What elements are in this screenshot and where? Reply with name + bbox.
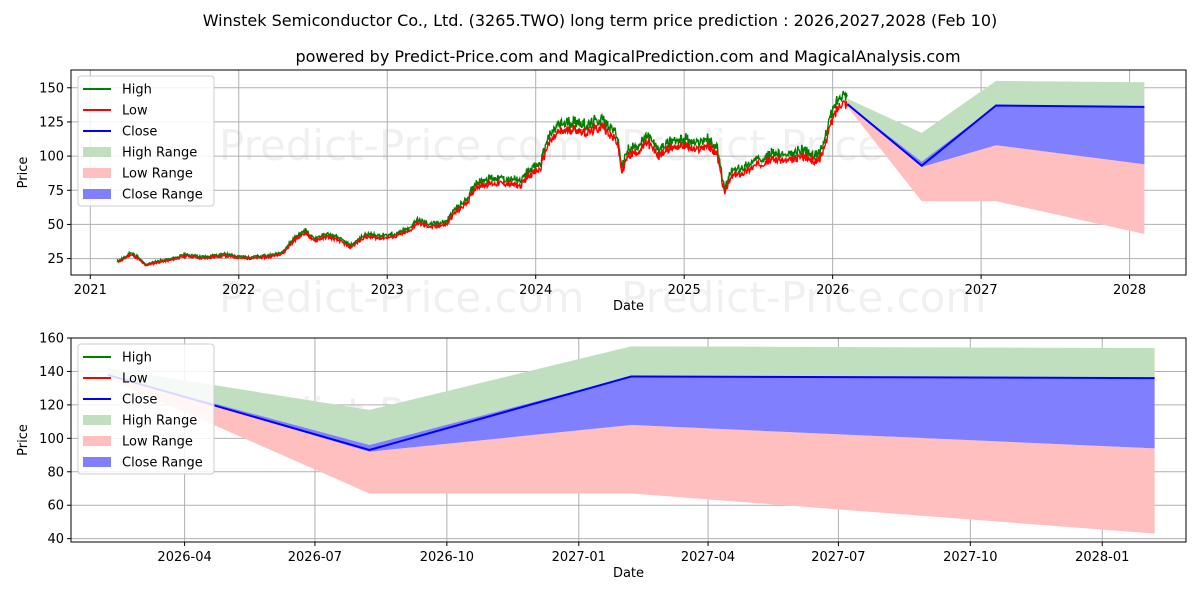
axes-frame [70,69,1187,276]
low-range-band [107,374,1155,534]
watermarks: Predict-Price.com Predict-Price.com Predic… [219,121,986,322]
y-tick-label: 100 [39,432,64,447]
y-tick-label: 25 [47,252,64,267]
y-tick-label: 75 [47,184,64,199]
x-tick-label: 2028 [1113,283,1146,298]
y-tick-label: 40 [47,532,64,547]
y-axis-label: Price [16,424,31,456]
x-tick-label: 2026-04 [157,550,211,565]
chart-title: Winstek Semiconductor Co., Ltd. (3265.TW… [203,11,998,30]
chart-forecast-zoom: Predict-Price.comPredict-Price.com2026-0… [16,332,1187,581]
legend: High Low Close High Range Low Range Close Ran… [77,75,215,207]
legend-label: Close [122,393,157,408]
legend-label: Close [122,125,157,140]
x-tick-label: 2024 [519,283,552,298]
legend-label: High Range [122,146,197,161]
y-tick-label: 60 [47,499,64,514]
x-axis-label: Date [613,566,644,581]
legend-label: Close Range [122,188,203,203]
watermark-left: Predict-Price.com [219,121,584,170]
x-tick-label: 2027 [965,283,998,298]
chart-long-term: Predict-Price.com Predict-Price.com Predic… [16,69,1187,322]
legend-label: Low [122,372,148,387]
x-tick-label: 2021 [74,283,107,298]
legend-label: Low [122,104,148,119]
y-tick-label: 160 [39,332,64,347]
legend-swatch-patch [83,189,111,199]
high-range-band [107,346,1155,445]
x-tick-label: 2027-04 [681,550,735,565]
x-tick-label: 2022 [222,283,255,298]
high-price-line [116,90,849,266]
plot-area [107,346,1155,534]
x-tick-label: 2027-01 [552,550,606,565]
close-forecast-line [107,373,1155,452]
x-tick-label: 2026-07 [288,550,342,565]
close-range-band [107,374,1155,452]
legend-swatch-patch [83,457,111,467]
watermark-between-left: Predict-Price.com [219,273,584,322]
legend-label: High [122,351,152,366]
legend-swatch-patch [83,168,111,178]
y-tick-label: 80 [47,465,64,480]
low-range-band [847,104,1145,234]
y-tick-label: 140 [39,365,64,380]
legend-box [77,343,215,475]
close-forecast-line [846,103,1145,167]
y-axis-label: Price [16,157,31,189]
y-tick-label: 50 [47,218,64,233]
low-price-line [116,99,849,267]
x-tick-label: 2028-01 [1075,550,1129,565]
x-tick-label: 2025 [668,283,701,298]
legend-swatch-patch [83,415,111,425]
legend-label: High [122,83,152,98]
y-tick-label: 125 [39,115,64,130]
legend: High Low Close High Range Low Range Close Ran… [77,343,215,475]
x-tick-label: 2026-10 [420,550,474,565]
x-axis-label: Date [613,299,644,314]
legend-box [77,75,215,207]
legend-label: High Range [122,414,197,429]
legend-label: Low Range [122,435,193,450]
close-range-band [847,104,1145,167]
x-tick-label: 2027-10 [943,550,997,565]
y-tick-label: 100 [39,150,64,165]
chart-subtitle: powered by Predict-Price.com and Magical… [295,47,960,66]
legend-swatch-patch [83,436,111,446]
legend-swatch-patch [83,147,111,157]
y-tick-label: 150 [39,81,64,96]
legend-label: Low Range [122,167,193,182]
watermark-between-right: Predict-Price.com [621,273,986,322]
x-tick-label: 2023 [371,283,404,298]
y-tick-label: 120 [39,398,64,413]
axes-frame [70,337,1187,543]
plot-area [116,80,1145,267]
legend-label: Close Range [122,456,203,471]
x-tick-label: 2027-07 [811,550,865,565]
x-tick-label: 2026 [816,283,849,298]
high-range-band [847,80,1145,162]
